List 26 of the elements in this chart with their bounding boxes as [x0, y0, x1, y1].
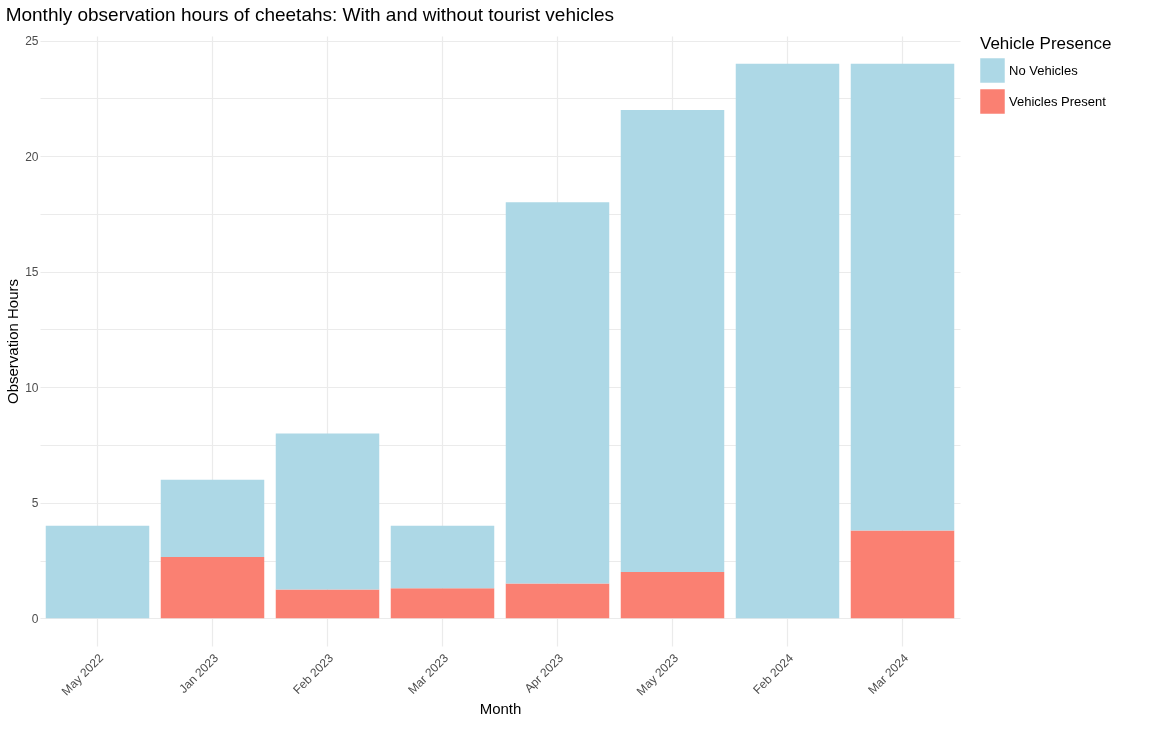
- legend-title: Vehicle Presence: [980, 34, 1112, 53]
- bar: [390, 525, 495, 589]
- y-tick-label: 5: [31, 496, 39, 511]
- y-tick-label: 10: [25, 380, 39, 395]
- bar: [275, 589, 380, 619]
- bar: [505, 202, 610, 584]
- bar: [620, 109, 725, 573]
- bar: [505, 583, 610, 619]
- bar: [390, 588, 495, 619]
- y-tick-label: 25: [25, 34, 39, 49]
- legend-label: Vehicles Present: [1009, 93, 1107, 109]
- bar: [620, 572, 725, 619]
- bar: [45, 525, 150, 619]
- legend-label: No Vehicles: [1009, 62, 1079, 78]
- y-tick-label: 20: [25, 149, 39, 164]
- y-tick-label: 15: [25, 265, 39, 280]
- bar: [160, 557, 265, 619]
- chart-title: Monthly observation hours of cheetahs: With and without tourist vehicles: [5, 3, 614, 25]
- bar: [850, 530, 955, 619]
- y-axis-title: Observation Hours: [4, 278, 22, 405]
- bar: [275, 433, 380, 590]
- y-tick-label: 0: [31, 611, 39, 626]
- bar: [850, 63, 955, 531]
- bar: [735, 63, 840, 619]
- bar: [160, 479, 265, 558]
- x-axis-title: Month: [479, 699, 522, 717]
